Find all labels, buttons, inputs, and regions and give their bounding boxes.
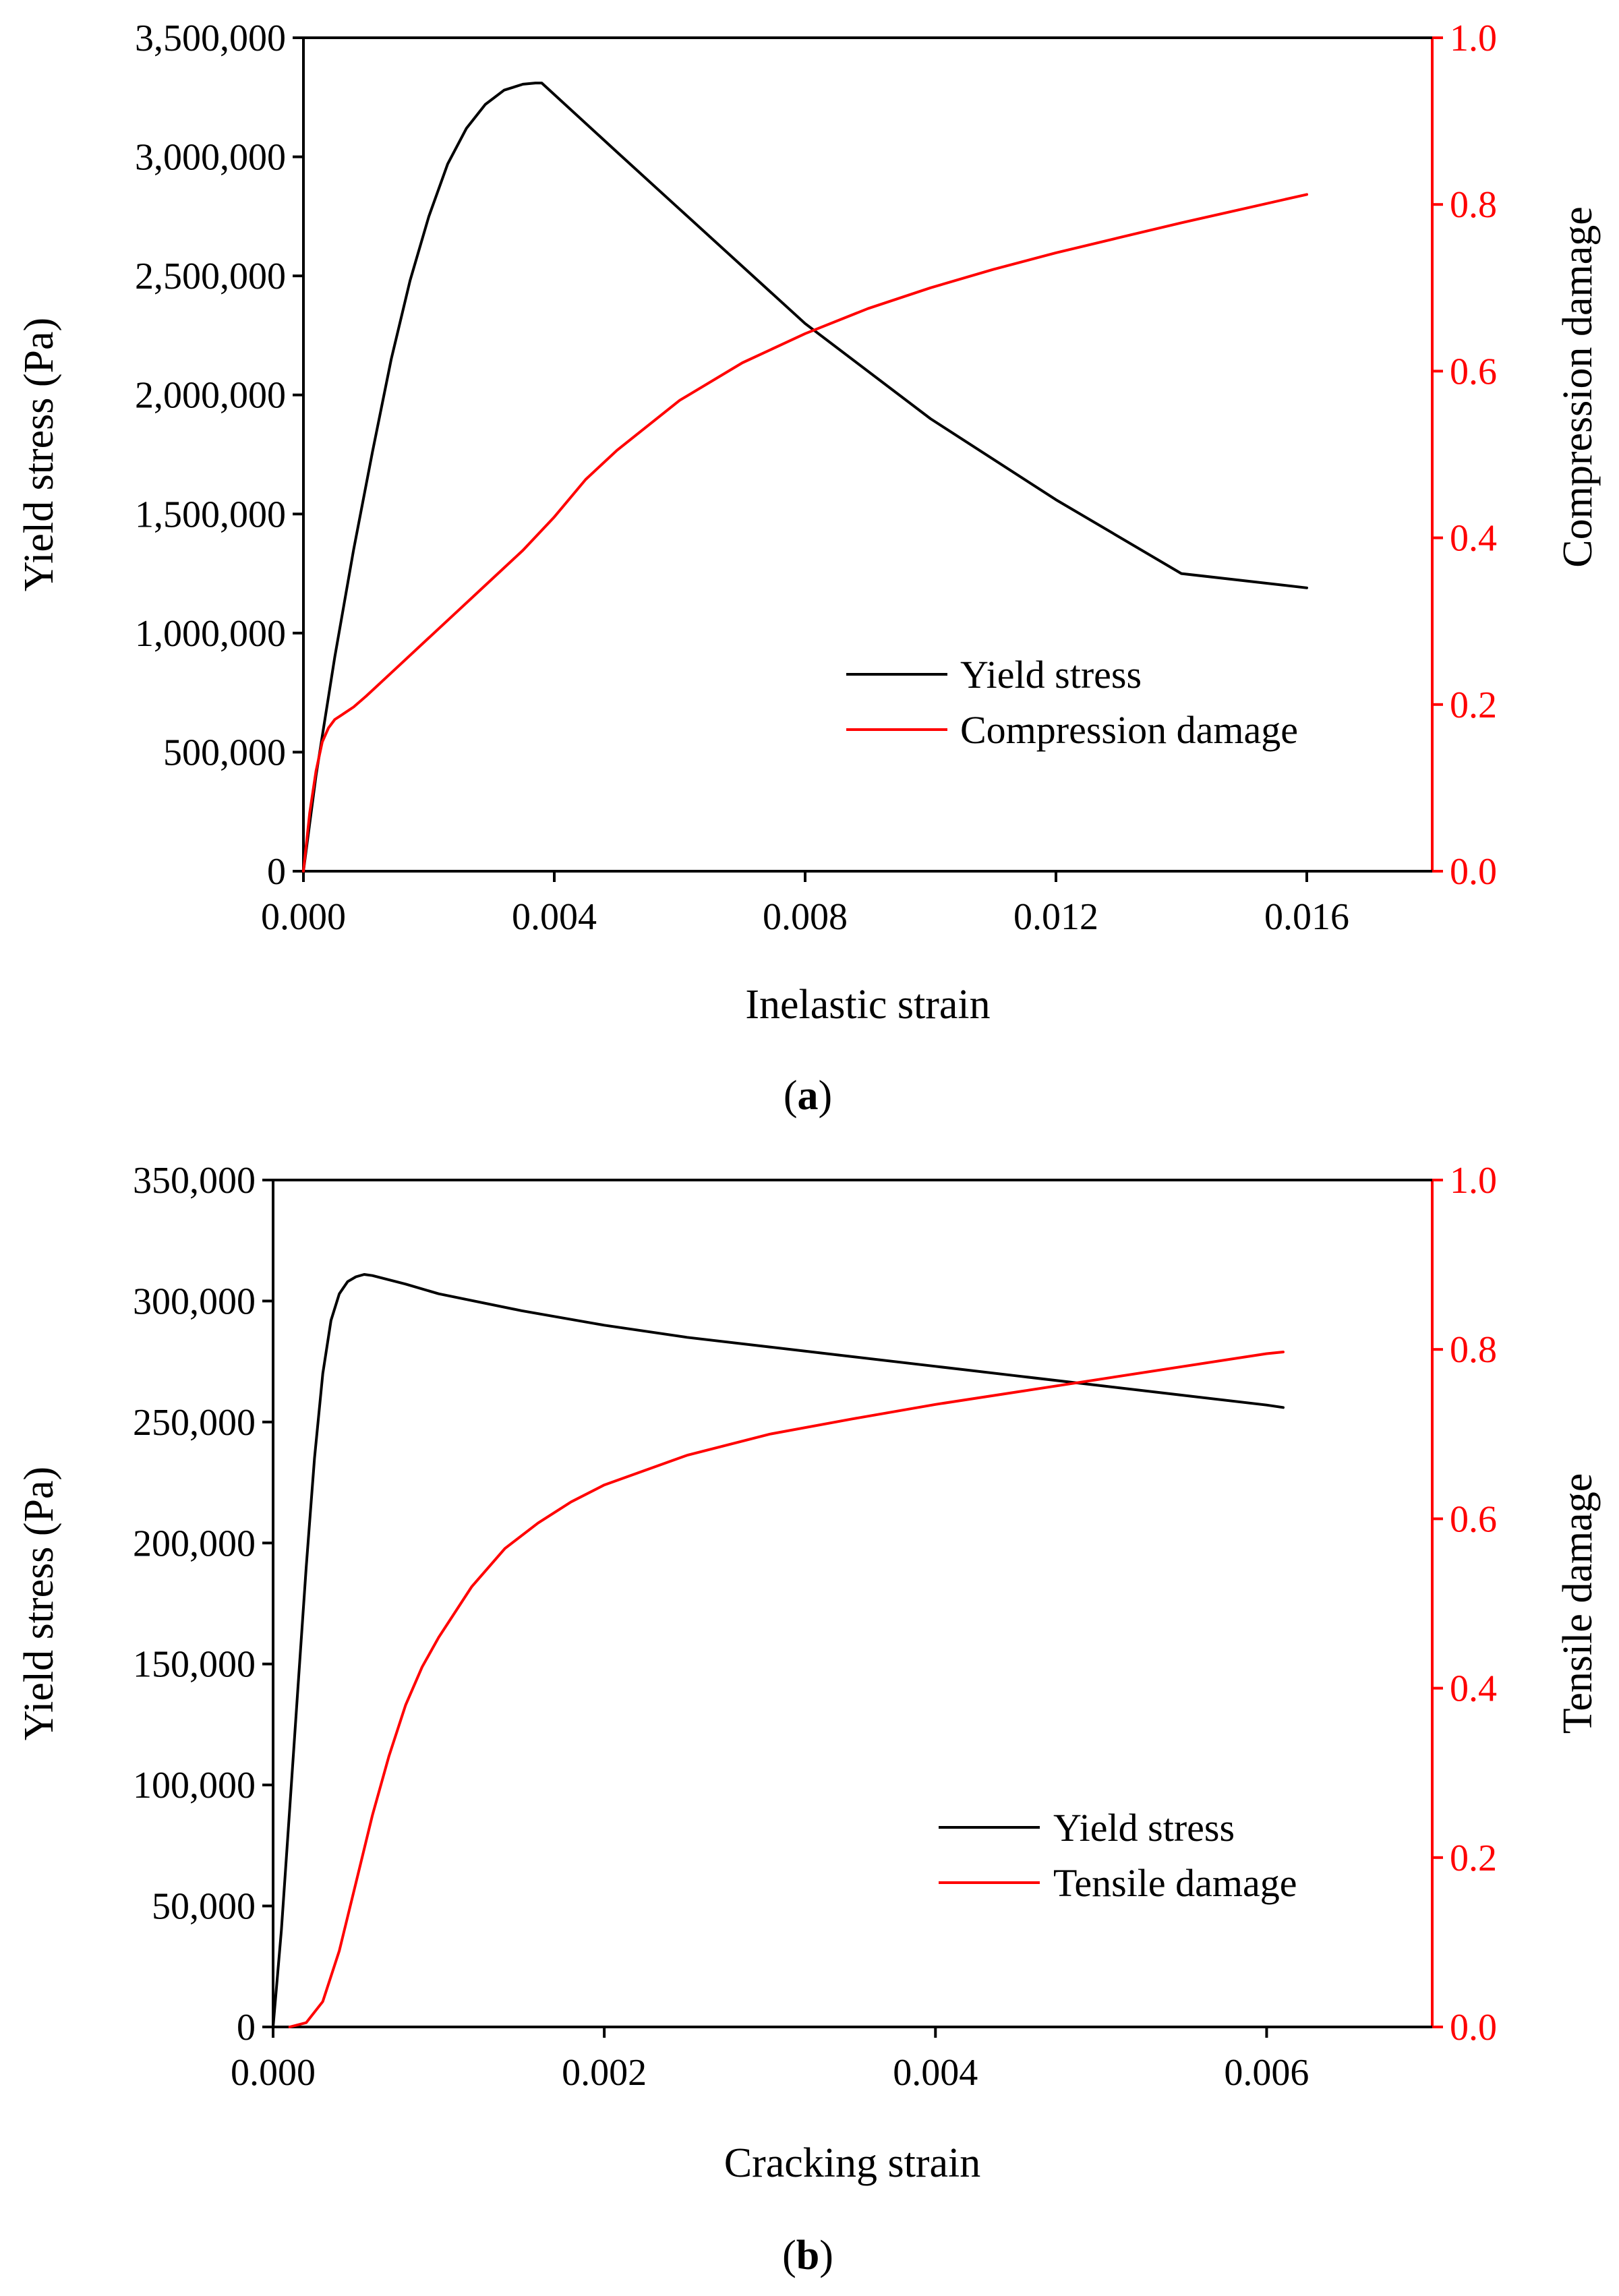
panel-b-right-ticks: 0.0 0.2 0.4 0.6 0.8 1.0 (1432, 1160, 1497, 2049)
panel-a-left-axis-title: Yield stress (Pa) (16, 318, 62, 591)
panel-b-left-tick-label: 250,000 (133, 1402, 256, 1444)
panel-b-left-ticks: 0 50,000 100,000 150,000 200,000 250,000 300,0… (133, 1160, 273, 2049)
panel-a-series (302, 82, 1308, 873)
panel-a-right-tick-label: 0.6 (1450, 351, 1497, 392)
panel-a-x-ticks: 0.000 0.004 0.008 0.012 0.016 (261, 871, 1349, 938)
panel-b-left-tick-label: 50,000 (152, 1886, 256, 1928)
panel-a-left-tick-label: 2,500,000 (135, 256, 286, 297)
panel-a-x-axis-title: Inelastic strain (745, 982, 990, 1028)
panel-a-left-tick-label: 1,000,000 (135, 613, 286, 655)
panel-a-right-tick-label: 0.4 (1450, 518, 1497, 560)
panel-a-caption: (a) (784, 1073, 832, 1119)
panel-b-left-axis-title: Yield stress (Pa) (16, 1467, 62, 1740)
panel-b-right-tick-label: 1.0 (1450, 1160, 1497, 1202)
panel-b-right-tick-label: 0.4 (1450, 1668, 1497, 1710)
panel-b-right-tick-label: 0.8 (1450, 1329, 1497, 1371)
panel-a-chart: 0 500,000 1,000,000 1,500,000 2,000,000 2,500… (16, 18, 1601, 1119)
panel-a-left-tick-label: 500,000 (163, 732, 286, 773)
panel-a-left-tick-label: 3,500,000 (135, 18, 286, 59)
panel-a-left-tick-label: 1,500,000 (135, 494, 286, 535)
panel-a-right-tick-label: 0.8 (1450, 184, 1497, 226)
panel-b-x-tick-label: 0.004 (893, 2052, 978, 2094)
panel-a-right-tick-label: 1.0 (1450, 18, 1497, 59)
panel-a-legend-label-yield-stress: Yield stress (960, 653, 1142, 697)
panel-a-x-tick-label: 0.016 (1264, 896, 1349, 938)
panel-a-legend-label-compression-damage: Compression damage (960, 708, 1298, 752)
panel-a-x-tick-label: 0.012 (1013, 896, 1098, 938)
panel-b-right-tick-label: 0.6 (1450, 1498, 1497, 1540)
panel-b-right-tick-label: 0.0 (1450, 2007, 1497, 2049)
panel-a-series-yield-stress (302, 82, 1308, 873)
panel-b-left-tick-label: 0 (237, 2007, 256, 2049)
panel-a-left-tick-label: 2,000,000 (135, 375, 286, 417)
panel-b-x-tick-label: 0.002 (562, 2052, 647, 2094)
panel-b-x-tick-label: 0.006 (1224, 2052, 1309, 2094)
panel-b-right-tick-label: 0.2 (1450, 1837, 1497, 1879)
panel-b-plot-frame (272, 1179, 1434, 2028)
panel-b-right-axis-title: Tensile damage (1555, 1473, 1601, 1734)
panel-a-right-tick-label: 0.0 (1450, 851, 1497, 893)
panel-b-legend-label-yield-stress: Yield stress (1053, 1806, 1235, 1850)
panel-a-left-tick-label: 0 (267, 851, 286, 893)
panel-a-series-compression-damage (302, 193, 1308, 873)
panel-b-legend: Yield stress Tensile damage (939, 1806, 1297, 1905)
panel-b-series (272, 1273, 1285, 2028)
panel-b-left-tick-label: 100,000 (133, 1765, 256, 1806)
panel-b-chart: 0 50,000 100,000 150,000 200,000 250,000 300,0… (16, 1160, 1601, 2278)
panel-a-x-tick-label: 0.004 (512, 896, 597, 938)
panel-a-x-tick-label: 0.000 (261, 896, 346, 938)
panel-b-x-axis-title: Cracking strain (724, 2140, 981, 2186)
panel-b-left-tick-label: 200,000 (133, 1523, 256, 1564)
panel-b-caption: (b) (782, 2233, 833, 2278)
panel-a-right-tick-label: 0.2 (1450, 684, 1497, 726)
panel-b-legend-label-tensile-damage: Tensile damage (1053, 1861, 1297, 1905)
panel-a-plot-frame (302, 36, 1434, 873)
panel-b-left-tick-label: 300,000 (133, 1281, 256, 1322)
panel-a-right-axis-title: Compression damage (1555, 206, 1601, 568)
panel-b-series-yield-stress (272, 1273, 1285, 2028)
panel-a-x-tick-label: 0.008 (763, 896, 848, 938)
panel-a-left-tick-label: 3,000,000 (135, 137, 286, 179)
panel-b-caption-letter: b (796, 2233, 819, 2278)
panel-a-left-ticks: 0 500,000 1,000,000 1,500,000 2,000,000 2,500… (135, 18, 303, 893)
panel-b-x-ticks: 0.000 0.002 0.004 0.006 (231, 2027, 1309, 2094)
panel-a-legend: Yield stress Compression damage (846, 653, 1298, 752)
panel-b-left-tick-label: 350,000 (133, 1160, 256, 1202)
panel-b-x-tick-label: 0.000 (231, 2052, 316, 2094)
panel-a-caption-letter: a (798, 1073, 819, 1119)
panel-b-series-tensile-damage (288, 1351, 1285, 2028)
panel-a-right-ticks: 0.0 0.2 0.4 0.6 0.8 1.0 (1432, 18, 1497, 893)
panel-b-left-tick-label: 150,000 (133, 1644, 256, 1686)
